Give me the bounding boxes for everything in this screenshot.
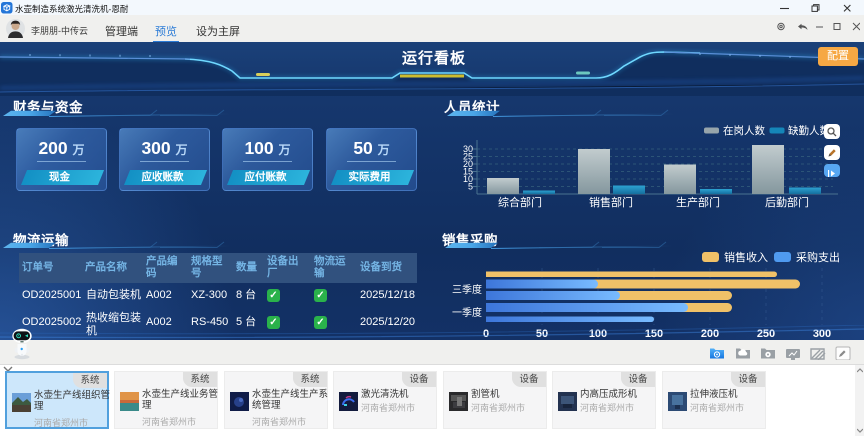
svg-text:250: 250 <box>757 328 775 340</box>
svg-text:15: 15 <box>463 167 473 177</box>
svg-text:10: 10 <box>463 174 473 184</box>
svg-text:50: 50 <box>536 328 548 340</box>
svg-text:5: 5 <box>468 182 473 192</box>
svg-text:30: 30 <box>463 144 473 154</box>
svg-text:在岗人数: 在岗人数 <box>723 124 765 137</box>
svg-text:20: 20 <box>463 159 473 169</box>
svg-text:采购支出: 采购支出 <box>796 250 840 264</box>
svg-text:销售部门: 销售部门 <box>589 195 633 209</box>
svg-text:150: 150 <box>645 328 663 340</box>
svg-text:300: 300 <box>813 328 831 340</box>
svg-text:0: 0 <box>483 328 489 340</box>
svg-text:销售收入: 销售收入 <box>724 250 768 264</box>
svg-text:后勤部门: 后勤部门 <box>765 195 809 209</box>
svg-text:100: 100 <box>589 328 607 340</box>
svg-text:三季度: 三季度 <box>452 283 482 296</box>
svg-text:一季度: 一季度 <box>452 306 482 319</box>
svg-text:200: 200 <box>701 328 719 340</box>
svg-text:缺勤人数: 缺勤人数 <box>788 124 830 137</box>
svg-text:生产部门: 生产部门 <box>676 195 720 209</box>
svg-text:综合部门: 综合部门 <box>498 195 542 209</box>
svg-text:25: 25 <box>463 152 473 162</box>
